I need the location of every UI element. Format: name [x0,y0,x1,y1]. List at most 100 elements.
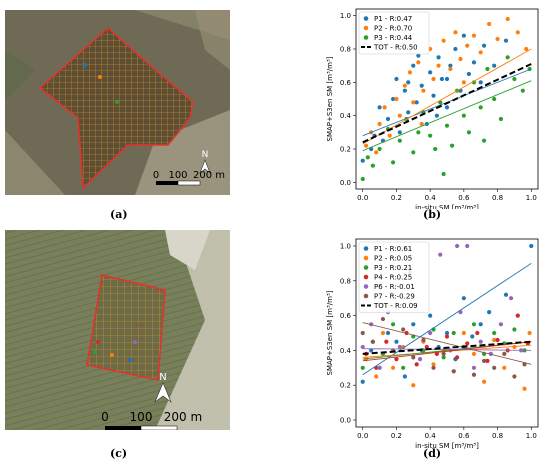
x-tick-label: 1.0 [526,194,537,202]
data-point-p3 [449,143,455,148]
data-point-p1 [416,53,421,58]
data-point-p3 [433,146,438,152]
north-label: N [202,150,209,160]
legend-box [358,11,430,55]
data-point-p2 [436,63,441,68]
fit-line-p2 [362,48,532,145]
y-tick-label: 1.0 [340,242,351,250]
data-point-p2 [390,365,396,370]
data-point-p7 [492,365,497,370]
data-point-p1 [436,55,441,60]
data-point-p3 [492,96,497,102]
data-point-p1 [478,322,483,327]
data-point-p2 [465,43,470,48]
y-tick-label: 0.2 [340,146,351,154]
legend-marker [363,274,369,280]
legend-entry: P3 - R:0.21 [374,264,412,272]
probe-p7-marker [138,323,142,327]
data-point-p1 [434,113,439,118]
data-point-p2 [481,379,487,384]
x-axis-label: in-situ SM [m³/m³] [415,204,479,209]
data-point-p3 [451,330,456,336]
data-point-p2 [397,113,402,118]
probe-p3-marker [93,350,97,354]
data-point-p6 [471,365,477,370]
data-point-p1 [503,292,509,297]
data-point-p2 [401,344,406,350]
data-point-p6 [455,243,460,249]
data-point-p1 [448,63,453,68]
legend-marker [363,265,369,270]
data-point-p2 [448,66,453,72]
data-point-p7 [481,358,487,363]
data-point-p1 [471,60,477,65]
data-point-p2 [478,50,483,55]
data-point-p3 [428,133,433,138]
y-tick-label: 0.8 [340,277,351,285]
legend-entry: P7 - R:-0.29 [374,293,415,301]
data-point-p1 [406,80,411,85]
data-point-p3 [466,130,472,135]
legend-entry: TOT - R:0.09 [373,302,418,310]
data-point-p7 [360,330,365,336]
data-point-p2 [527,330,532,336]
panel-label-d: (d) [423,447,442,460]
x-tick-label: 1.0 [526,432,537,440]
data-point-p3 [441,171,446,177]
data-point-p3 [377,146,382,152]
north-arrow: N [199,150,211,174]
data-point-p2 [431,362,436,367]
data-point-p3 [441,355,446,360]
data-point-p2 [524,46,529,52]
fit-line-p7 [362,322,532,365]
data-point-p2 [515,30,520,35]
field-grid [87,275,165,380]
data-point-p2 [382,105,387,110]
data-point-p6 [428,330,433,336]
data-point-p4 [424,344,429,350]
data-point-p3 [370,163,375,168]
x-tick-label: 0.0 [357,432,368,440]
data-point-p7 [411,355,416,360]
data-point-p1 [461,296,466,301]
data-point-p3 [512,327,517,332]
y-tick-label: 0.0 [340,179,351,187]
field-outline [38,26,194,190]
data-point-p3 [492,330,497,336]
probe-p1-marker [83,63,87,67]
y-tick-label: 0.6 [340,79,352,87]
x-tick-label: 0.2 [391,432,402,440]
scale-bar: 0 100 200 m [153,170,225,186]
data-point-p1 [414,100,419,105]
data-point-p7 [431,365,436,370]
panel-label-a: (a) [110,208,128,221]
fit-line-total [362,63,532,144]
y-tick-label: 0.4 [340,112,352,120]
data-point-p2 [505,16,510,22]
data-point-p2 [492,337,497,343]
fit-line-p4 [362,341,532,362]
legend-entry: P3 - R:0.44 [374,34,413,42]
data-point-p3 [390,322,396,327]
data-point-p2 [411,383,416,388]
data-point-p7 [421,337,426,343]
data-point-p3 [390,160,396,165]
data-point-p6 [478,339,483,344]
data-point-p7 [401,327,406,332]
data-point-p7 [380,316,386,322]
map-a: N 0 100 200 m [5,10,230,195]
legend-entry: P4 - R:0.25 [374,274,412,282]
data-point-p2 [407,70,413,75]
x-tick-label: 0.6 [458,194,470,202]
data-point-p1 [411,322,416,327]
data-point-p3 [416,130,421,135]
legend-entry: P1 - R:0.61 [374,245,412,253]
data-point-p7 [502,351,507,356]
data-point-p6 [508,296,514,301]
data-point-p1 [439,76,445,82]
scale-tick-200: 200 m [193,170,225,181]
data-point-p2 [461,330,466,336]
data-point-p3 [401,365,406,370]
data-point-p6 [438,252,443,257]
y-tick-label: 1.0 [340,12,351,20]
